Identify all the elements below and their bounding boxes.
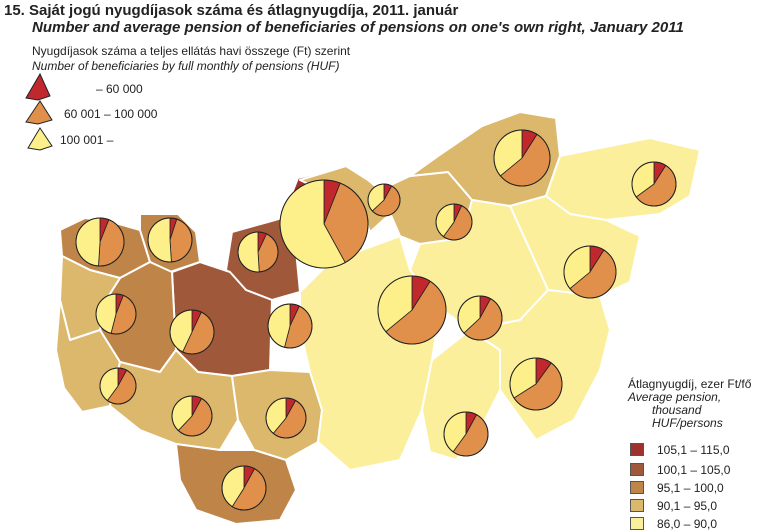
color-legend-title-english-1: Average pension, xyxy=(628,390,722,404)
map-title-hungarian: 15. Saját jogú nyugdíjasok száma és átla… xyxy=(4,2,459,19)
county-pie xyxy=(171,395,213,437)
county-pie xyxy=(509,357,563,411)
color-legend-label: 100,1 – 105,0 xyxy=(657,463,731,477)
color-legend-title: Átlagnyugdíj, ezer Ft/fő Average pension… xyxy=(628,378,751,430)
size-legend-label-low: – 60 000 xyxy=(96,82,143,96)
county-pie xyxy=(147,217,193,263)
color-legend-swatch xyxy=(630,481,644,494)
pie-outline xyxy=(435,203,473,241)
pie-outline xyxy=(367,183,401,217)
county-pie xyxy=(279,179,369,269)
county-pie xyxy=(267,303,313,349)
size-legend-label-mid: 60 001 – 100 000 xyxy=(64,107,158,121)
pie-outline xyxy=(147,217,193,263)
county-pie xyxy=(237,231,279,273)
map-title-english: Number and average pension of beneficiar… xyxy=(32,19,684,36)
pie-outline xyxy=(631,161,677,207)
pie-outline xyxy=(443,411,489,457)
county-pie xyxy=(75,217,125,267)
county-pie xyxy=(457,295,503,341)
county-pie xyxy=(99,367,137,405)
color-legend-swatch xyxy=(630,517,644,530)
county-region xyxy=(545,137,701,221)
county-pie xyxy=(169,309,215,355)
pie-outline xyxy=(279,179,369,269)
county-pie xyxy=(443,411,489,457)
county-pie xyxy=(631,161,677,207)
color-legend-title-english-3: HUF/persons xyxy=(652,416,723,430)
size-legend-icon xyxy=(25,100,53,125)
pie-outline xyxy=(509,357,563,411)
size-legend-icons xyxy=(25,72,53,151)
pie-outline xyxy=(267,303,313,349)
county-pie xyxy=(563,245,617,299)
size-legend-icon xyxy=(27,127,53,151)
pie-outline xyxy=(171,395,213,437)
pie-outline xyxy=(237,231,279,273)
pie-outline xyxy=(95,293,137,335)
county-pie xyxy=(221,465,267,511)
size-legend-label-high: 100 001 – xyxy=(60,133,114,147)
county-pie xyxy=(435,203,473,241)
size-legend-icon xyxy=(25,72,51,101)
color-legend-swatch xyxy=(630,463,644,476)
color-legend-label: 105,1 – 115,0 xyxy=(657,443,730,457)
color-legend-label: 90,1 – 95,0 xyxy=(657,499,718,513)
pie-outline xyxy=(563,245,617,299)
county-pie xyxy=(377,275,447,345)
color-legend-label: 95,1 – 100,0 xyxy=(657,481,724,495)
county-pie xyxy=(95,293,137,335)
color-legend-swatch xyxy=(630,443,644,456)
color-legend-title-hungarian: Átlagnyugdíj, ezer Ft/fő xyxy=(628,377,752,391)
county-pie xyxy=(493,129,551,187)
pie-outline xyxy=(169,309,215,355)
color-legend-label: 86,0 – 90,0 xyxy=(657,517,718,531)
color-legend-swatch xyxy=(630,499,644,512)
county-regions xyxy=(55,111,701,525)
color-legend-title-english-2: thousand xyxy=(652,403,702,417)
size-legend-title-hungarian: Nyugdíjasok száma a teljes ellátás havi … xyxy=(32,44,351,58)
pie-outline xyxy=(493,129,551,187)
pie-outline xyxy=(457,295,503,341)
pie-outline xyxy=(75,217,125,267)
size-legend-title-english: Number of beneficiaries by full monthly … xyxy=(32,59,340,73)
pie-outline xyxy=(377,275,447,345)
county-pie xyxy=(265,397,307,439)
pie-outline xyxy=(265,397,307,439)
pie-outline xyxy=(99,367,137,405)
pie-outline xyxy=(221,465,267,511)
county-pie-charts xyxy=(75,129,677,511)
county-pie xyxy=(367,183,401,217)
